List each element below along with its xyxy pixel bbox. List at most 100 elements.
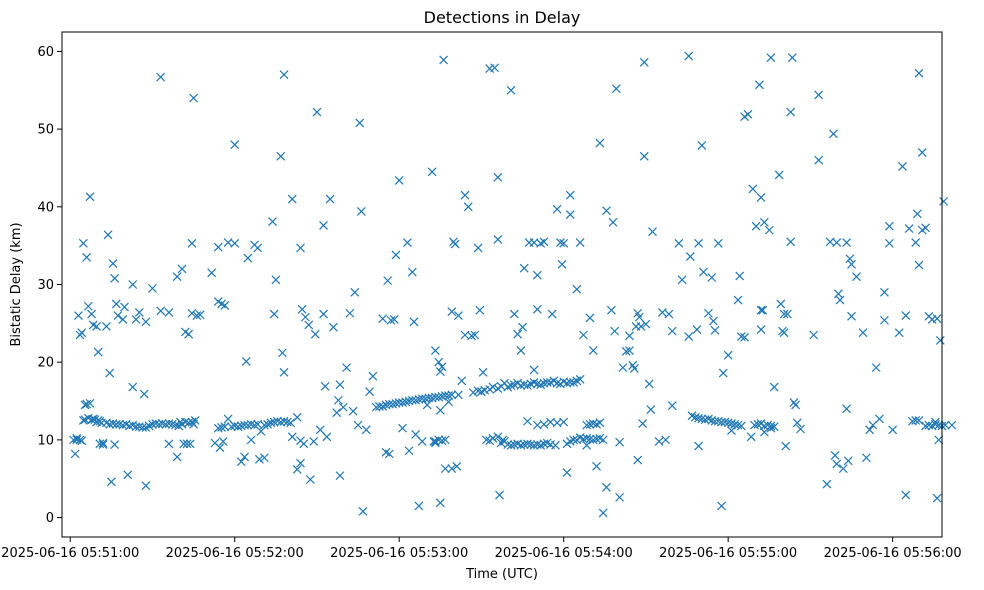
data-point [602,206,611,216]
data-point [401,397,411,407]
x-tick-label: 2025-06-16 05:52:00 [166,546,304,561]
data-point [172,452,182,462]
data-point [164,308,174,317]
data-point [875,414,884,424]
data-point [271,275,281,285]
data-point [101,322,111,331]
data-point [939,196,949,206]
data-point [128,382,138,392]
data-point [638,419,648,428]
data-point [243,253,253,263]
data-point [843,456,853,466]
data-point [585,434,595,444]
data-point [141,481,151,491]
data-point [625,331,634,341]
data-point [128,280,138,289]
data-point [355,118,365,128]
data-point [325,194,335,204]
data-point [157,419,167,428]
data-point [375,402,384,411]
data-point [598,508,608,518]
data-point [134,308,144,317]
data-point [552,204,562,214]
data-point [457,376,467,386]
data-point [694,441,703,451]
data-point [585,419,595,429]
data-point [718,368,728,378]
data-point [378,314,388,324]
data-point [506,381,516,390]
data-point [444,391,453,401]
data-point [759,217,769,227]
marker-layer [69,51,957,518]
data-point [588,346,598,355]
data-point [139,389,149,399]
data-point [766,423,776,433]
data-point [786,237,796,247]
data-point [733,295,743,305]
data-point [694,413,703,423]
data-point [148,419,157,429]
data-point [557,259,567,269]
data-point [473,243,483,253]
data-point [83,301,93,311]
data-point [195,310,205,320]
y-tick-label: 30 [37,278,54,293]
data-point [615,437,625,447]
data-point [509,309,519,319]
x-axis-title: Time (UTC) [465,567,538,582]
data-point [185,439,195,449]
data-point [559,238,569,248]
data-point [529,365,539,375]
data-point [830,450,840,460]
data-point [901,490,911,500]
data-point [279,416,289,426]
data-point [809,330,819,340]
data-point [838,464,848,474]
data-point [141,317,151,327]
data-point [409,317,419,327]
data-point [774,170,784,180]
data-point [921,421,930,431]
data-point [756,193,766,202]
data-point [884,221,894,231]
data-point [345,308,355,318]
data-point [542,377,552,387]
data-point [720,417,730,427]
x-tick-label: 2025-06-16 05:55:00 [659,546,797,561]
data-point [292,464,302,474]
data-point [207,268,217,278]
data-point [322,432,332,442]
data-point [309,437,319,446]
data-point [292,412,302,422]
data-point [398,398,407,408]
data-point [93,347,103,357]
data-point [629,363,639,373]
data-point [657,308,667,317]
data-point [539,419,549,429]
data-point [513,329,523,339]
data-point [727,426,736,435]
data-point [792,418,802,428]
data-point [546,440,555,449]
data-point [781,441,791,451]
data-point [575,374,585,384]
data-point [648,227,657,237]
data-point [297,304,307,314]
data-point [350,287,360,297]
data-point [256,426,266,436]
data-point [108,259,118,268]
data-point [723,350,733,360]
data-point [106,477,116,487]
data-point [338,402,348,412]
data-point [253,243,263,253]
data-point [756,305,766,315]
data-point [299,439,309,449]
data-point [947,420,957,430]
data-point [184,329,194,339]
data-point [750,420,759,430]
chart-title: Detections in Delay [424,8,581,27]
data-point [641,319,651,329]
data-point [880,287,889,297]
data-point [172,272,182,282]
